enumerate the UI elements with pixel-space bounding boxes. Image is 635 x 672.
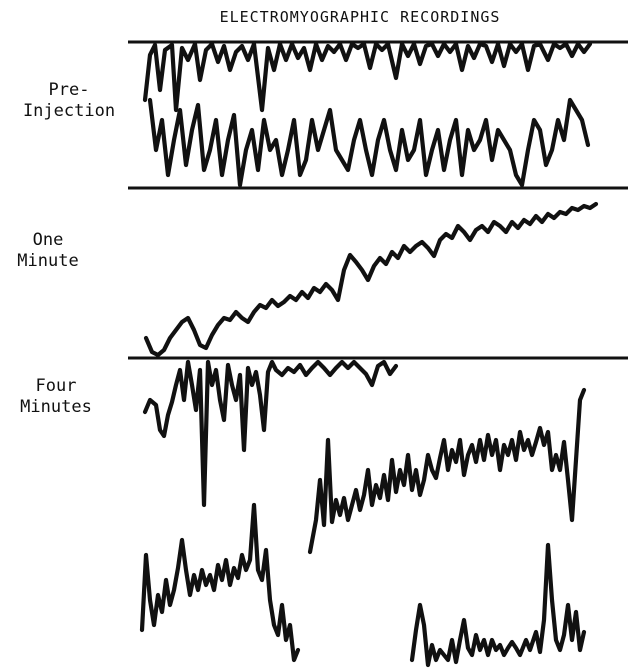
row-label-line: Minute xyxy=(17,251,79,271)
row-label-line: Four xyxy=(35,376,77,396)
trace-four-minutes-bottom xyxy=(409,542,587,668)
trace-pre-injection-lower xyxy=(147,97,591,188)
figure-title: ELECTROMYOGRAPHIC RECORDINGS xyxy=(219,8,501,26)
trace-one-minute xyxy=(143,201,599,358)
row-label-line: Pre- xyxy=(48,80,90,100)
trace-four-minutes-lower xyxy=(139,502,301,663)
row-label-line: One xyxy=(32,230,64,250)
trace-four-minutes-upper xyxy=(142,359,399,508)
trace-four-minutes-middle xyxy=(307,387,587,555)
row-label-line: Injection xyxy=(22,101,116,121)
trace-pre-injection-upper xyxy=(142,41,593,113)
row-label-one-minute: One Minute xyxy=(0,230,96,272)
row-label-four-minutes: Four Minutes xyxy=(0,376,112,418)
row-label-line: Minutes xyxy=(20,397,92,417)
row-label-pre-injection: Pre- Injection xyxy=(4,80,134,122)
